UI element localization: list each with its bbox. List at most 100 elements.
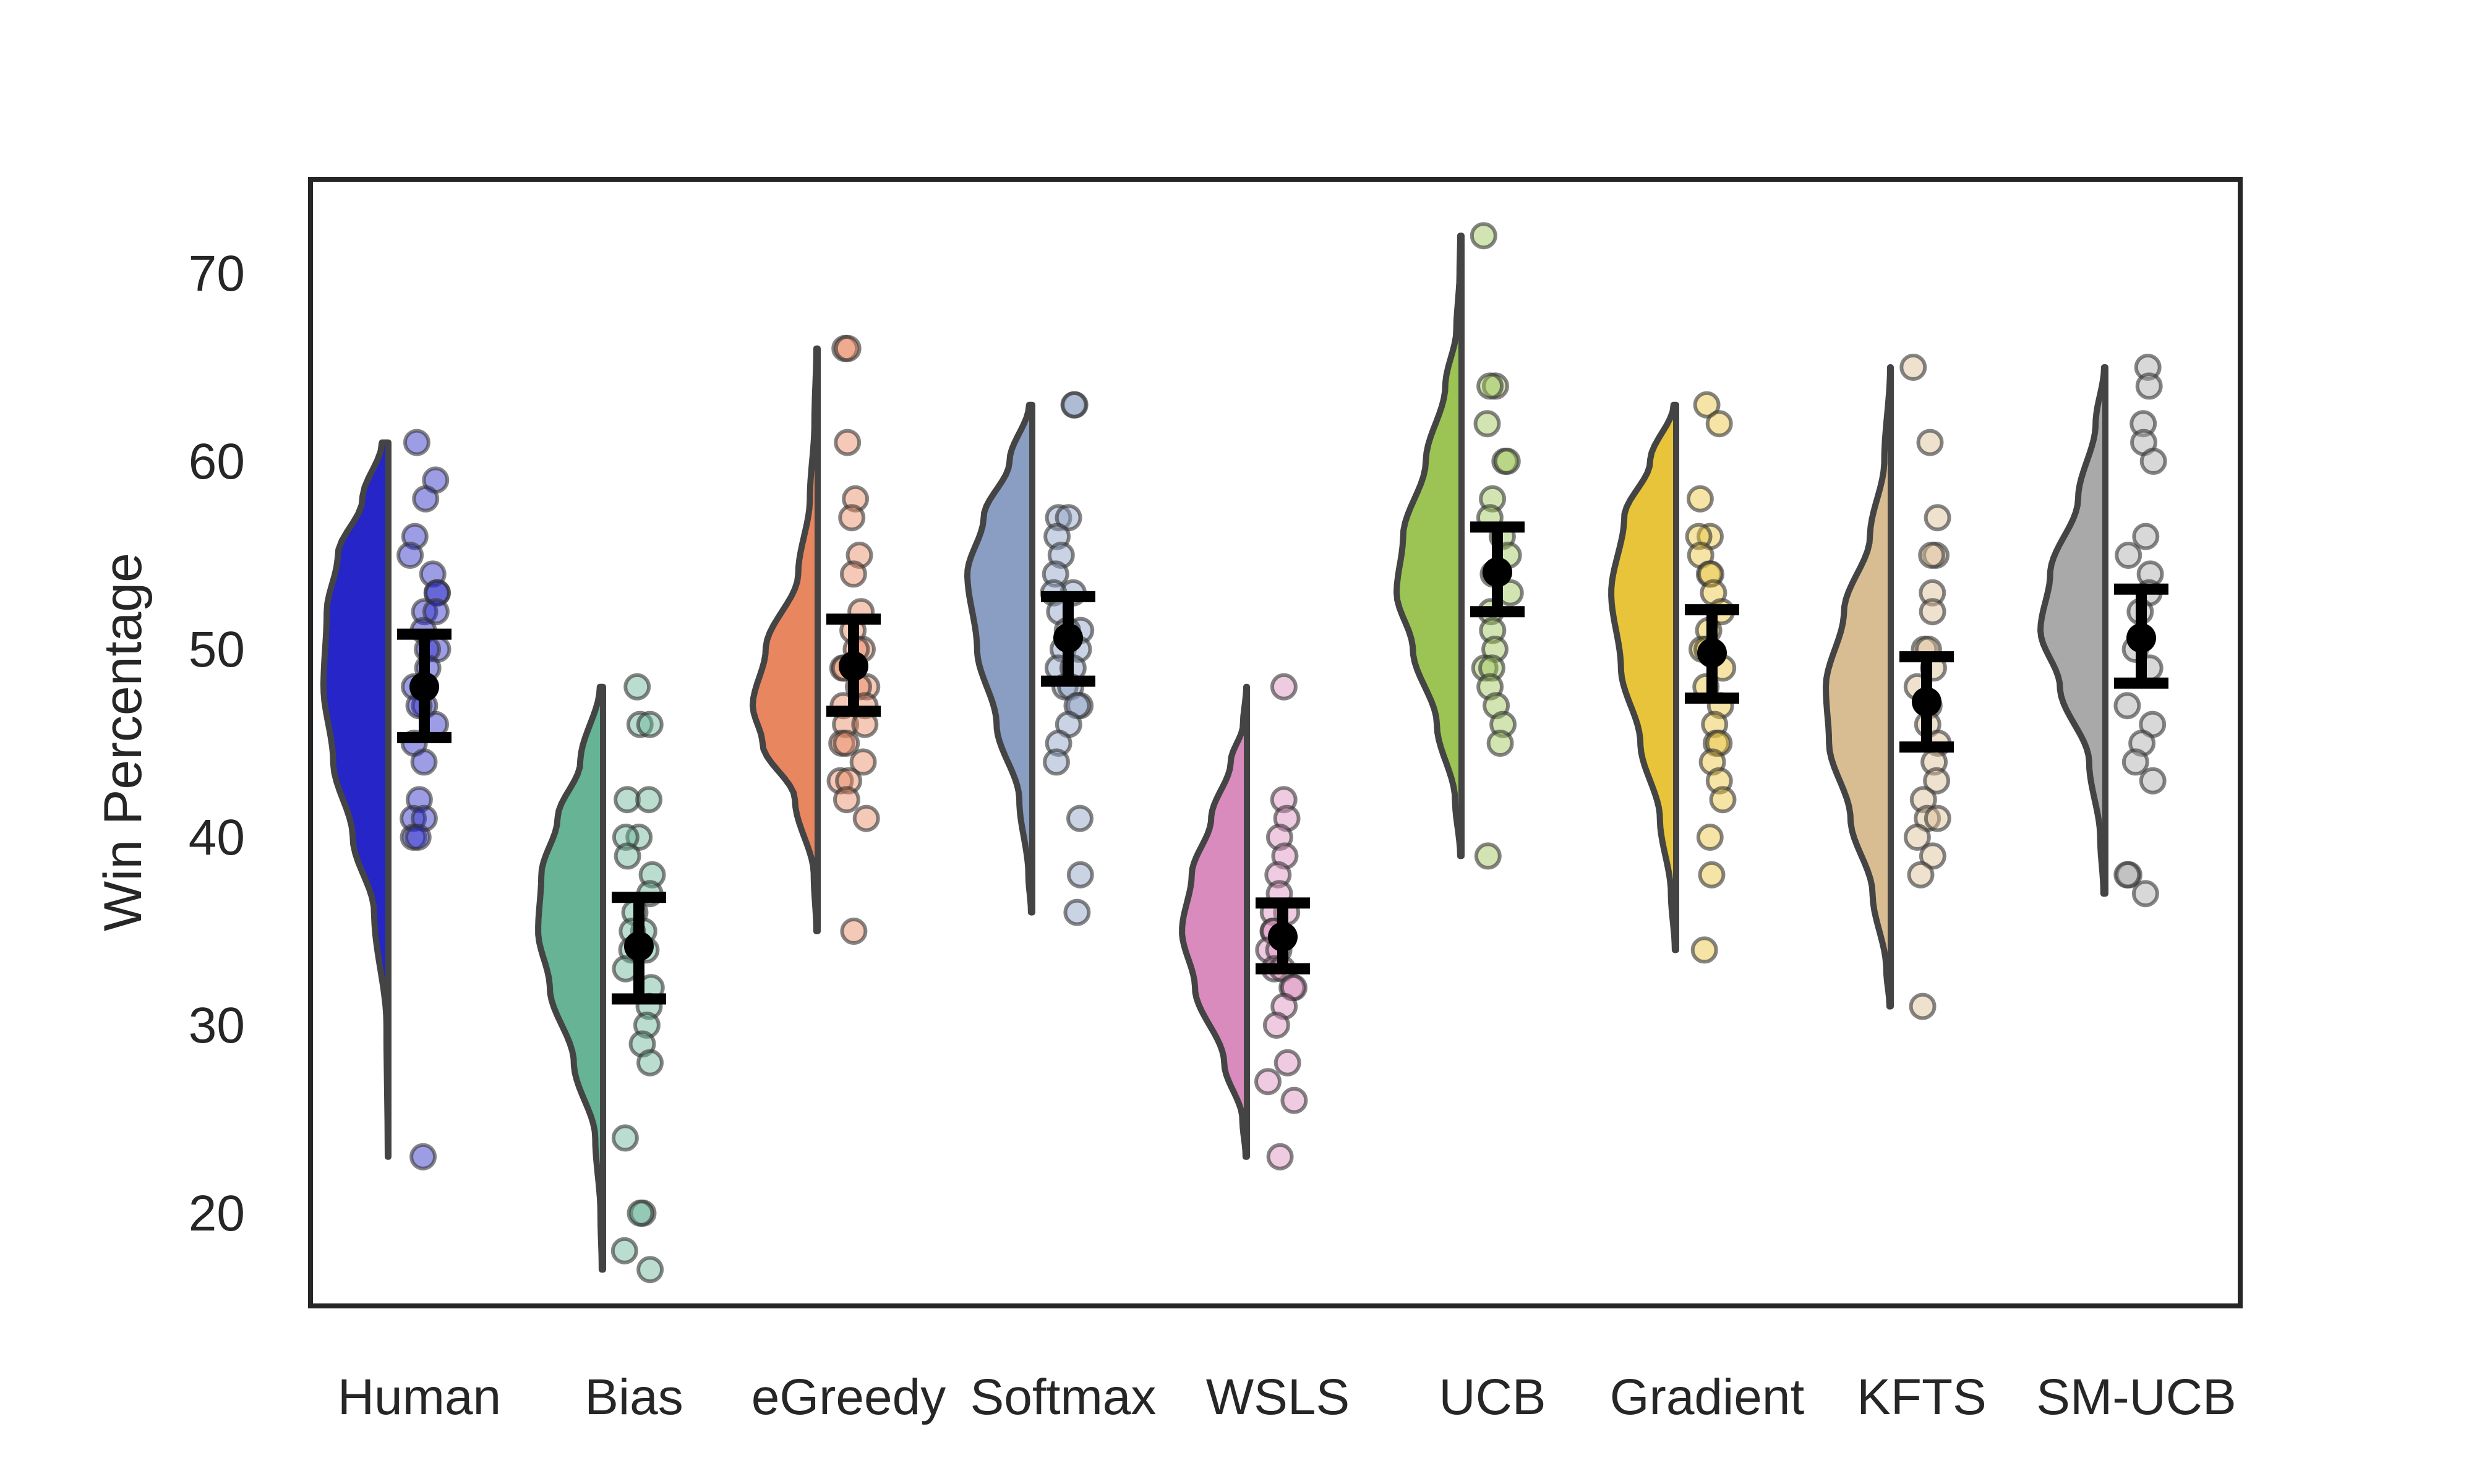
data-point-egreedy (840, 918, 868, 945)
data-point-bias (611, 1124, 639, 1152)
mean-marker-bias (624, 931, 654, 962)
mean-marker-egreedy (839, 651, 868, 681)
x-tick-label-egreedy: eGreedy (751, 1369, 946, 1425)
data-point-egreedy (838, 504, 866, 532)
violin-human (320, 439, 392, 1160)
data-point-egreedy (849, 748, 877, 776)
data-point-sm-ucb (2132, 522, 2160, 550)
series-bias (535, 673, 666, 1284)
violin-wsls (1179, 683, 1250, 1160)
data-point-egreedy (833, 730, 860, 757)
data-point-softmax (1043, 748, 1070, 776)
y-tick-label-50: 50 (189, 621, 245, 678)
data-point-wsls (1262, 1012, 1290, 1039)
data-point-human (396, 542, 424, 569)
data-point-ucb (1470, 222, 1497, 250)
data-point-sm-ucb (2139, 448, 2167, 475)
data-point-softmax (1063, 898, 1091, 926)
data-point-kfts (1903, 824, 1931, 851)
data-point-kfts (1924, 804, 1951, 832)
series-egreedy (750, 335, 881, 945)
series-softmax (964, 391, 1095, 926)
y-axis-label: Win Percentage (93, 553, 153, 931)
series-kfts (1823, 354, 1954, 1020)
data-point-bias (627, 1200, 654, 1227)
data-point-kfts (1919, 598, 1946, 626)
series-gradient (1608, 391, 1739, 964)
data-point-gradient (1698, 861, 1726, 889)
x-tick-label-kfts: KFTS (1857, 1369, 1987, 1425)
series-sm-ucb (2037, 354, 2168, 908)
violin-kfts (1823, 364, 1894, 1010)
data-point-egreedy (839, 560, 867, 588)
data-point-ucb (1493, 448, 1521, 475)
data-point-ucb (1473, 410, 1501, 438)
violin-gradient (1608, 401, 1679, 953)
data-point-human (422, 598, 450, 626)
data-point-human (410, 748, 438, 776)
x-tick-label-softmax: Softmax (970, 1369, 1157, 1425)
data-point-gradient (1709, 786, 1737, 814)
data-point-sm-ucb (2115, 542, 2142, 569)
data-point-sm-ucb (2135, 372, 2163, 400)
data-point-human (404, 824, 432, 851)
violin-sm-ucb (2037, 364, 2108, 897)
data-point-gradient (1693, 391, 1721, 419)
data-point-kfts (1924, 504, 1951, 532)
mean-marker-kfts (1912, 687, 1941, 717)
y-tick-label-30: 30 (189, 997, 245, 1054)
data-point-human (403, 429, 430, 456)
y-tick-label-70: 70 (189, 245, 245, 302)
data-point-human (423, 579, 451, 607)
data-point-kfts (1899, 354, 1927, 381)
data-point-sm-ucb (2113, 861, 2141, 889)
x-tick-label-gradient: Gradient (1610, 1369, 1805, 1425)
data-point-sm-ucb (2113, 692, 2141, 720)
data-point-egreedy (833, 786, 860, 814)
x-tick-label-bias: Bias (584, 1369, 683, 1425)
data-point-sm-ucb (2134, 354, 2162, 381)
data-point-bias (623, 673, 651, 701)
data-point-gradient (1690, 936, 1718, 964)
x-tick-label-wsls: WSLS (1206, 1369, 1350, 1425)
plot-frame (308, 177, 2243, 1308)
series-wsls (1179, 673, 1310, 1171)
data-point-wsls (1270, 673, 1298, 701)
data-point-bias (636, 1256, 664, 1284)
data-point-egreedy (834, 335, 862, 362)
data-point-gradient (1705, 410, 1733, 438)
data-point-ucb (1486, 730, 1514, 757)
data-point-bias (635, 786, 663, 814)
data-point-kfts (1907, 861, 1935, 889)
data-point-wsls (1273, 1049, 1301, 1077)
violin-ucb (1393, 232, 1465, 859)
x-tick-label-sm-ucb: SM-UCB (2036, 1369, 2236, 1425)
data-point-gradient (1686, 485, 1714, 513)
series-human (320, 429, 452, 1171)
data-point-wsls (1254, 1068, 1282, 1096)
data-point-ucb (1474, 842, 1502, 870)
data-point-human (412, 485, 440, 513)
mean-marker-wsls (1268, 922, 1298, 952)
data-point-kfts (1909, 992, 1937, 1020)
series-ucb (1393, 222, 1525, 870)
mean-marker-ucb (1483, 557, 1512, 587)
data-point-wsls (1266, 1143, 1294, 1171)
y-tick-label-20: 20 (189, 1185, 245, 1242)
data-point-softmax (1066, 861, 1094, 889)
mean-marker-sm-ucb (2126, 623, 2156, 653)
data-point-wsls (1280, 1086, 1308, 1114)
data-point-egreedy (852, 804, 880, 832)
data-point-bias (636, 1049, 664, 1077)
violin-softmax (964, 401, 1035, 916)
mean-marker-gradient (1697, 638, 1727, 668)
data-point-bias (610, 1237, 638, 1264)
plot-layer (320, 222, 2168, 1284)
data-point-sm-ucb (2121, 748, 2149, 776)
data-point-gradient (1696, 824, 1724, 851)
data-point-sm-ucb (2131, 880, 2159, 908)
x-tick-label-ucb: UCB (1439, 1369, 1546, 1425)
data-point-sm-ucb (2129, 410, 2157, 438)
mean-marker-softmax (1053, 623, 1083, 653)
